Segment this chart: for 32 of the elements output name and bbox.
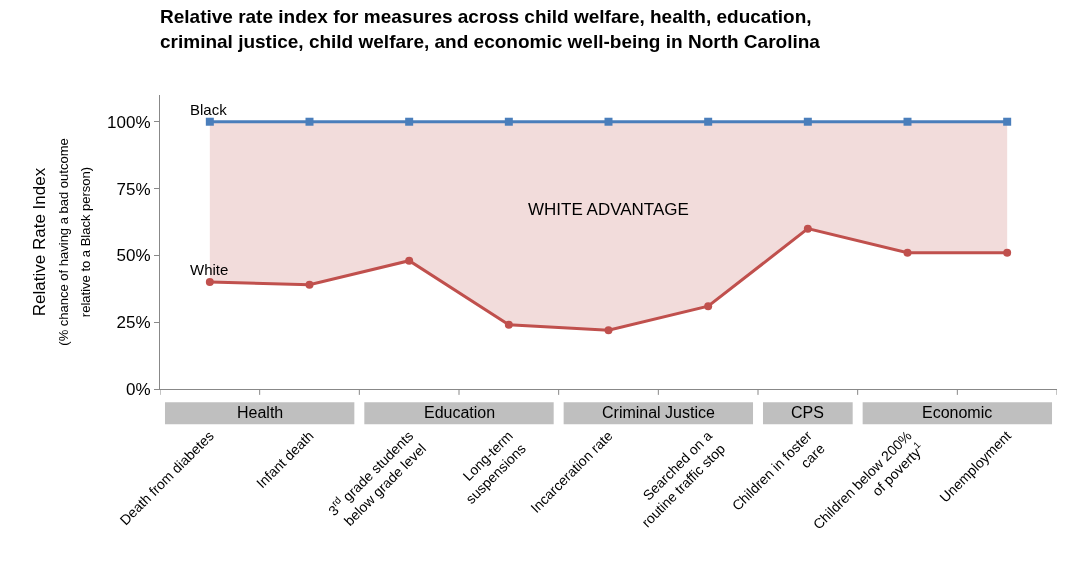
series-label: Black bbox=[190, 101, 228, 118]
series-label: White bbox=[190, 261, 229, 278]
point bbox=[604, 117, 613, 126]
chart-title: Relative rate index for measures across child welfare, health, education, criminal justice, child welfare, and economic well-being in North Carolina bbox=[160, 5, 821, 52]
point bbox=[1003, 117, 1012, 126]
point bbox=[604, 326, 613, 335]
point bbox=[305, 280, 314, 289]
point bbox=[504, 117, 513, 126]
point bbox=[305, 117, 314, 126]
point bbox=[205, 278, 214, 287]
text: Health bbox=[237, 404, 284, 421]
point bbox=[704, 302, 713, 311]
point bbox=[405, 256, 414, 265]
y-tick-label: 100% bbox=[107, 112, 151, 132]
point bbox=[903, 117, 912, 126]
point bbox=[704, 117, 713, 126]
y-tick-label: 50% bbox=[116, 246, 151, 266]
point bbox=[1003, 248, 1012, 257]
text: Economic bbox=[922, 404, 993, 421]
y-tick-label: 25% bbox=[116, 313, 151, 333]
point bbox=[803, 224, 812, 233]
y-tick-label: 75% bbox=[116, 179, 151, 199]
point bbox=[205, 117, 214, 126]
point bbox=[903, 248, 912, 257]
text: Criminal Justice bbox=[602, 404, 716, 421]
y-tick-label: 0% bbox=[126, 379, 151, 399]
point bbox=[803, 117, 812, 126]
text: CPS bbox=[791, 404, 824, 421]
text: Education bbox=[424, 404, 496, 421]
point bbox=[405, 117, 414, 126]
y-axis-title: Relative Rate Index (% chance of having a bad outcome relative to a Black person) bbox=[30, 138, 93, 346]
annotation: WHITE ADVANTAGE bbox=[528, 200, 689, 219]
